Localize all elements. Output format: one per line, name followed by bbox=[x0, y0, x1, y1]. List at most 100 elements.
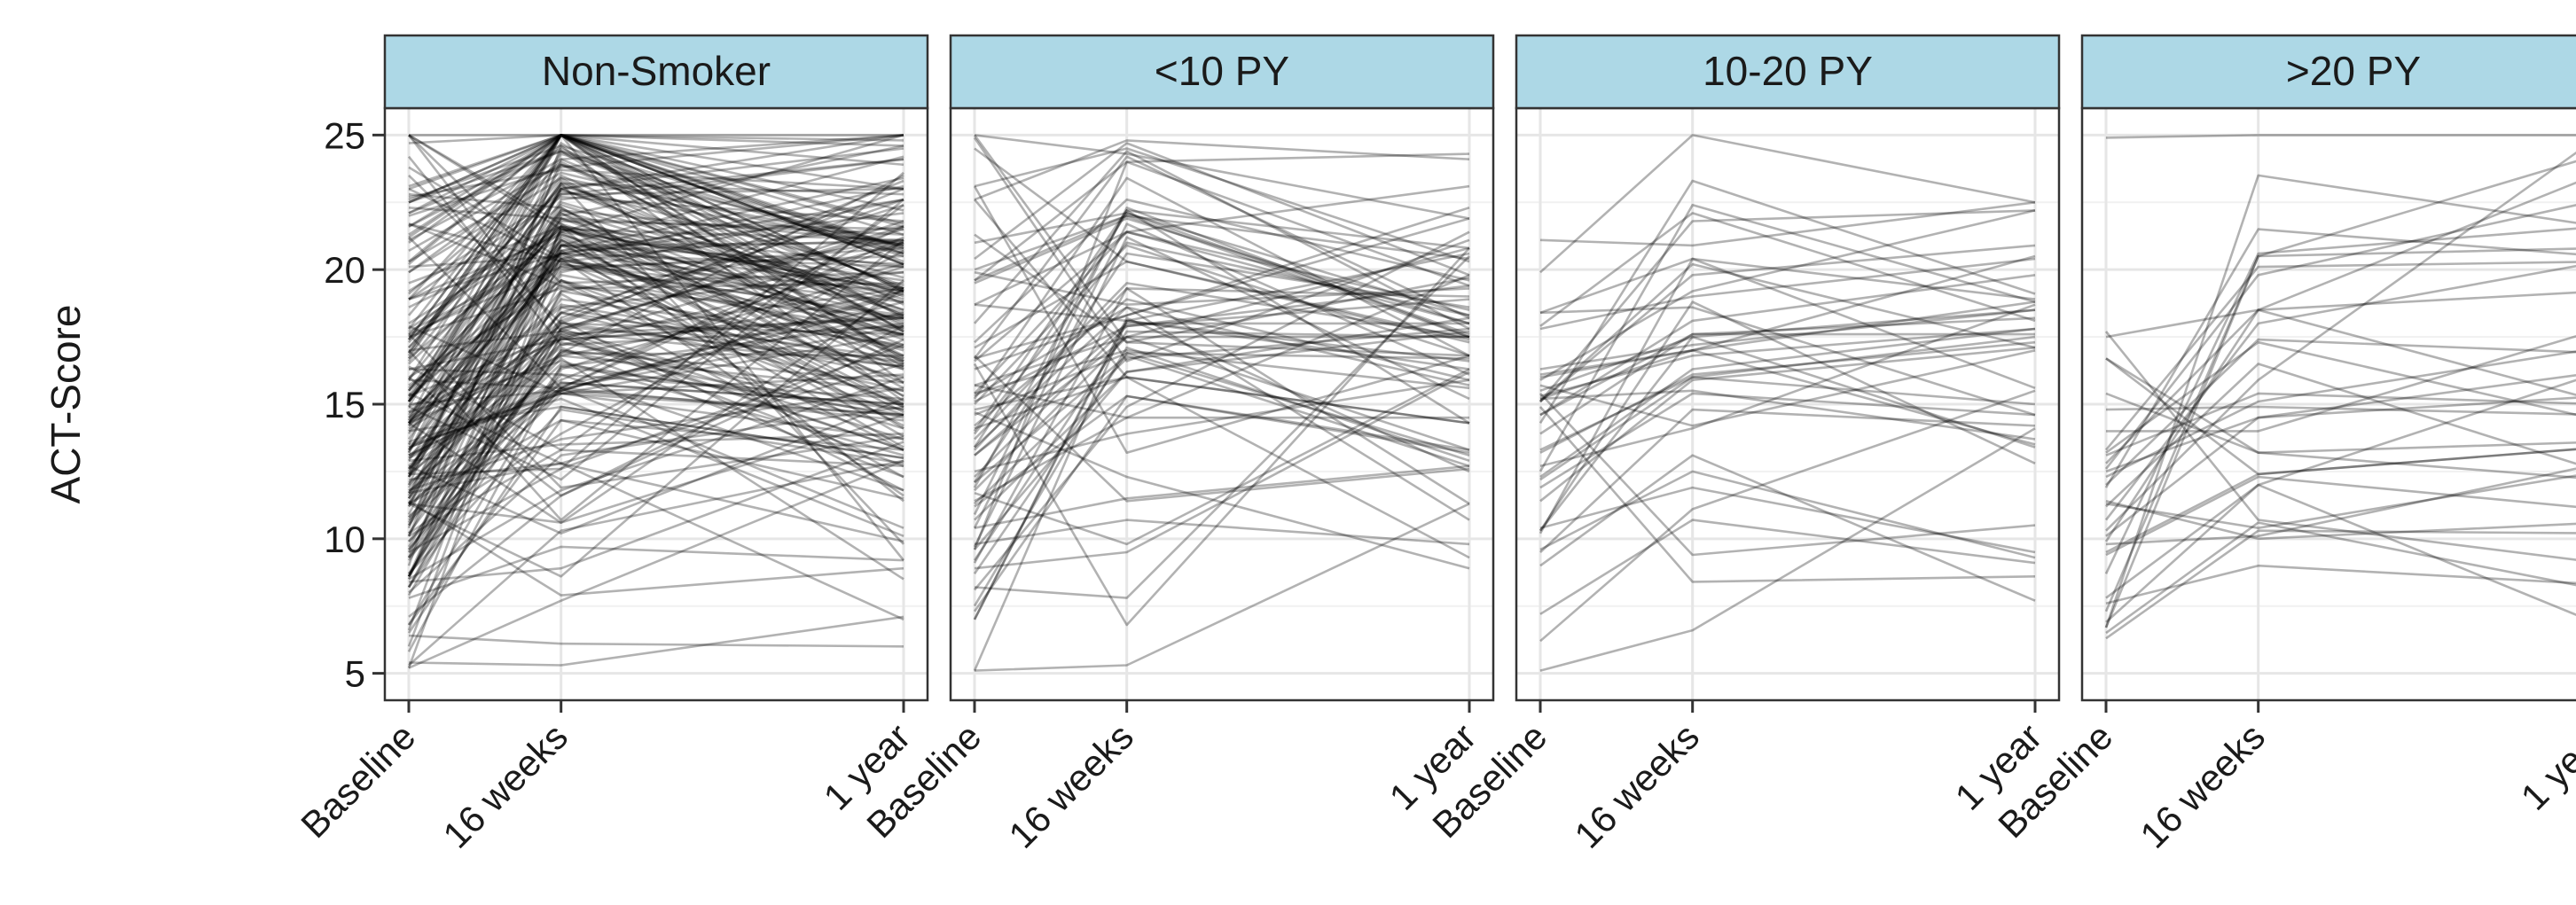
trajectory-line bbox=[973, 247, 1470, 627]
trajectory-line bbox=[408, 408, 904, 575]
trajectory-line bbox=[1539, 306, 2036, 417]
trajectory-line bbox=[407, 158, 904, 381]
trajectory-line bbox=[974, 255, 1470, 599]
trajectory-line bbox=[974, 215, 1470, 339]
trajectory-line bbox=[974, 348, 1470, 395]
trajectory-line bbox=[407, 225, 904, 534]
trajectory-line bbox=[407, 176, 904, 537]
trajectory-line bbox=[407, 273, 904, 500]
trajectory-line bbox=[408, 462, 904, 621]
trajectory-line bbox=[408, 204, 904, 336]
trajectory-line bbox=[407, 182, 904, 545]
trajectory-line bbox=[407, 212, 904, 425]
trajectory-line bbox=[408, 262, 904, 417]
trajectory-line bbox=[1539, 389, 2036, 441]
trajectory-line bbox=[408, 306, 904, 427]
trajectory-line bbox=[2105, 521, 2576, 635]
trajectory-line bbox=[2104, 247, 2576, 612]
trajectory-line bbox=[407, 228, 904, 577]
trajectory-line bbox=[974, 147, 1470, 344]
trajectory-line bbox=[1539, 316, 2036, 417]
trajectory-line bbox=[408, 134, 904, 263]
trajectory-line bbox=[408, 150, 904, 255]
trajectory-line bbox=[2105, 474, 2576, 530]
trajectory-line bbox=[974, 306, 1470, 521]
trajectory-line bbox=[408, 134, 904, 316]
trajectory-line bbox=[407, 209, 904, 441]
trajectory-line bbox=[973, 319, 1470, 620]
trajectory-line bbox=[408, 233, 904, 331]
trajectory-line bbox=[408, 254, 904, 336]
trajectory-line bbox=[1539, 376, 2036, 481]
trajectory-line bbox=[408, 615, 904, 667]
trajectory-line bbox=[407, 155, 904, 647]
trajectory-line bbox=[408, 397, 904, 535]
trajectory-line bbox=[1539, 332, 2035, 435]
trajectory-line bbox=[1539, 308, 2036, 371]
trajectory-line bbox=[2104, 204, 2576, 470]
trajectory-line bbox=[407, 322, 904, 589]
trajectory-line bbox=[407, 290, 904, 577]
trajectory-line bbox=[407, 144, 904, 516]
trajectory-line bbox=[407, 207, 904, 472]
trajectory-line bbox=[408, 228, 904, 331]
trajectory-line bbox=[2105, 564, 2576, 605]
trajectory-line bbox=[407, 212, 904, 475]
trajectory-line bbox=[408, 134, 904, 285]
trajectory-line bbox=[1539, 335, 2036, 532]
trajectory-line bbox=[974, 198, 1470, 344]
trajectory-line bbox=[1539, 209, 2036, 381]
trajectory-line bbox=[408, 413, 904, 524]
trajectory-line bbox=[408, 134, 904, 212]
trajectory-line bbox=[408, 187, 904, 263]
trajectory-line bbox=[408, 147, 904, 290]
trajectory-line bbox=[974, 519, 1470, 546]
trajectory-line bbox=[974, 335, 1470, 492]
trajectory-line bbox=[407, 335, 904, 597]
trajectory-line bbox=[974, 139, 1470, 201]
trajectory-line bbox=[407, 134, 905, 561]
trajectory-line bbox=[408, 282, 904, 339]
trajectory-line bbox=[407, 134, 904, 421]
trajectory-line bbox=[408, 405, 904, 459]
trajectory-line bbox=[408, 381, 904, 519]
trajectory-line bbox=[408, 225, 904, 484]
trajectory-line bbox=[974, 282, 1470, 441]
trajectory-line bbox=[407, 249, 904, 478]
trajectory-line bbox=[408, 249, 904, 534]
trajectory-line bbox=[408, 373, 904, 550]
facet-strip bbox=[383, 34, 929, 110]
trajectory-line bbox=[407, 238, 904, 478]
trajectory-line bbox=[408, 327, 904, 487]
trajectory-line bbox=[1539, 519, 2036, 615]
trajectory-line bbox=[1539, 348, 2036, 446]
trajectory-line bbox=[408, 134, 904, 217]
trajectory-line bbox=[408, 278, 904, 451]
trajectory-line bbox=[407, 217, 904, 508]
trajectory-line bbox=[2105, 134, 2576, 139]
trajectory-line bbox=[408, 184, 904, 349]
trajectory-line bbox=[407, 293, 904, 548]
trajectory-line bbox=[408, 324, 904, 417]
trajectory-line bbox=[407, 230, 904, 462]
trajectory-line bbox=[407, 418, 904, 626]
trajectory-line bbox=[974, 252, 1470, 323]
trajectory-line bbox=[408, 134, 904, 363]
trajectory-line bbox=[974, 394, 1470, 508]
y-tick-label: 15 bbox=[324, 384, 365, 425]
trajectory-line bbox=[1539, 274, 2036, 417]
y-axis-label: ACT-Score bbox=[43, 305, 89, 504]
trajectory-line bbox=[408, 316, 904, 495]
trajectory-line bbox=[408, 293, 904, 521]
trajectory-line bbox=[408, 386, 904, 492]
trajectory-line bbox=[408, 381, 904, 456]
trajectory-line bbox=[407, 190, 904, 402]
trajectory-line bbox=[2105, 467, 2576, 546]
trajectory-line bbox=[2105, 405, 2576, 416]
trajectory-line bbox=[408, 134, 904, 263]
trajectory-line bbox=[408, 187, 904, 293]
y-tick-label: 25 bbox=[324, 114, 365, 156]
trajectory-line bbox=[973, 330, 1470, 561]
facet-strip bbox=[949, 34, 1495, 110]
trajectory-line bbox=[973, 287, 1470, 564]
